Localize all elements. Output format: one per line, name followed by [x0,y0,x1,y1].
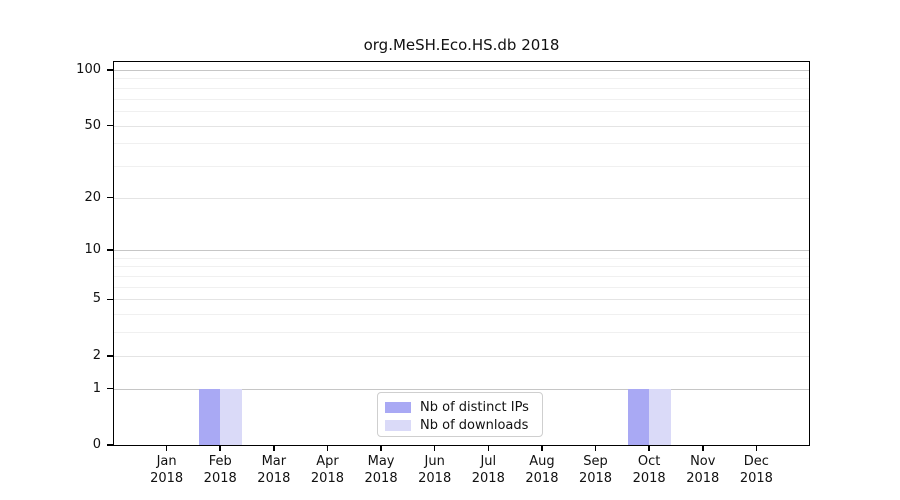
gridline-minor [113,165,810,167]
y-tick-label: 0 [92,437,101,452]
x-tick-label: Mar 2018 [257,454,291,486]
legend-item-distinct-ips: Nb of distinct IPs [378,399,542,415]
x-tick-label: Jan 2018 [150,454,184,486]
x-tick-mark [648,446,650,451]
gridline-minor [113,78,810,80]
legend-item-downloads: Nb of downloads [378,417,542,433]
x-tick-label: Dec 2018 [739,454,773,486]
x-tick-mark [433,446,436,451]
x-tick-label: Apr 2018 [310,454,344,486]
bar-downloads-oct [649,388,671,446]
gridline-minor [113,314,810,316]
x-tick-label: Sep 2018 [578,454,613,486]
x-tick-mark [326,446,329,451]
gridline-major [113,299,810,301]
x-tick-mark [594,446,597,451]
legend-swatch-downloads [385,419,411,431]
y-tick-mark [107,387,113,390]
legend-label-downloads: Nb of downloads [420,417,529,433]
bar-downloads-feb [220,388,242,446]
y-tick-mark [107,69,113,71]
gridline-minor [113,286,810,288]
y-tick-label: 50 [84,117,101,133]
gridline-minor [113,257,810,259]
x-tick-mark [755,446,758,451]
y-tick-label: 5 [92,291,101,307]
gridline-major [113,388,810,390]
y-tick-label: 100 [76,62,101,77]
x-tick-mark [487,446,490,451]
y-tick-mark [107,196,113,199]
x-tick-label: Jun 2018 [418,454,452,486]
bar-distinct-ips-feb [198,388,221,446]
chart-title: org.MeSH.Eco.HS.db 2018 [363,36,560,54]
bar-distinct-ips-oct [627,388,650,446]
gridline-major [113,250,810,252]
x-tick-label: Jul 2018 [471,454,505,486]
x-tick-label: May 2018 [364,454,398,486]
x-tick-label: Oct 2018 [632,454,666,486]
y-tick-label: 10 [84,242,101,258]
y-tick-label: 2 [92,347,101,363]
plot-area [113,61,810,446]
x-tick-label: Nov 2018 [686,454,720,486]
y-tick-mark [107,298,113,301]
y-tick-label: 20 [84,189,101,205]
y-tick-label: 1 [92,380,101,396]
gridline-minor [113,110,810,112]
gridline-minor [113,98,810,100]
x-tick-label: Aug 2018 [525,454,559,486]
x-tick-mark [219,446,222,451]
gridline-minor [113,87,810,89]
y-tick-mark [107,124,113,127]
y-tick-mark [107,444,113,446]
gridline-major [113,197,810,199]
legend: Nb of distinct IPs Nb of downloads [377,392,543,437]
y-tick-mark [107,249,113,251]
x-tick-mark [541,446,543,451]
gridline-minor [113,332,810,334]
x-tick-mark [273,446,275,451]
x-tick-mark [165,446,168,451]
legend-label-distinct-ips: Nb of distinct IPs [420,399,529,415]
gridline-major [113,70,810,71]
gridline-minor [113,143,810,145]
y-tick-mark [107,354,113,357]
legend-swatch-distinct-ips [385,401,411,413]
x-tick-mark [380,446,382,451]
gridline-major [113,125,810,127]
gridline-minor [113,276,810,278]
gridline-major [113,355,810,357]
x-tick-mark [701,446,704,451]
gridline-minor [113,266,810,268]
x-tick-label: Feb 2018 [203,454,237,486]
